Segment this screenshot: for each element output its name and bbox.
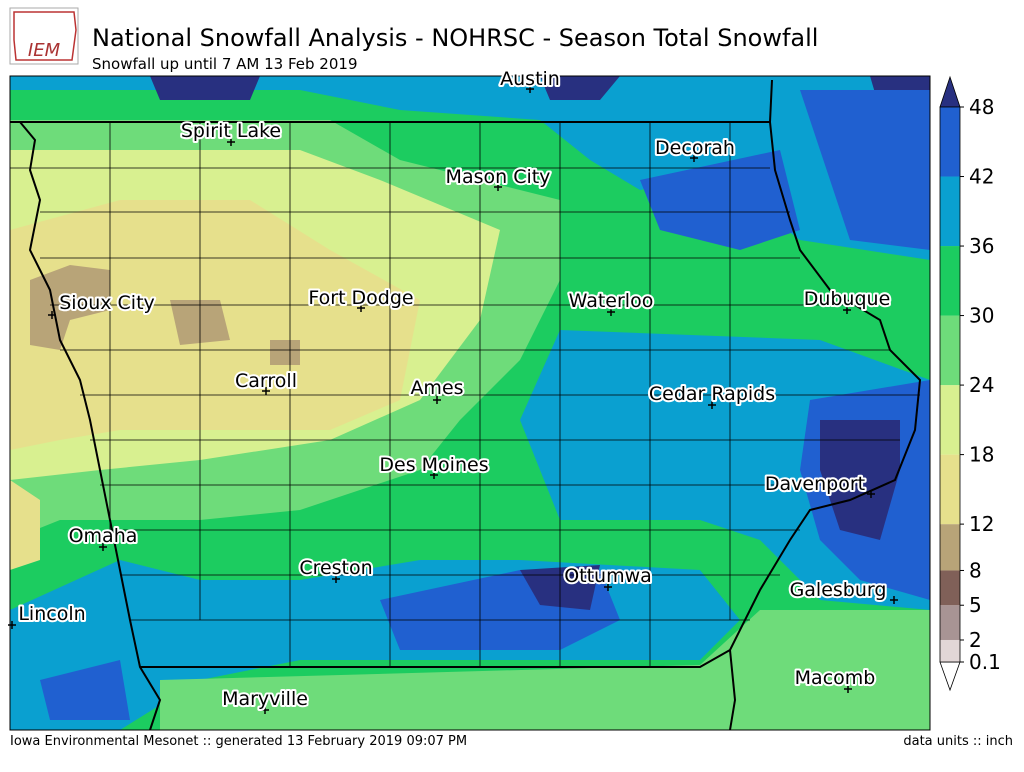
colorbar-bin — [940, 639, 960, 662]
city-marker — [844, 685, 852, 693]
field — [40, 570, 620, 720]
colorbar-bin — [940, 454, 960, 525]
state-border — [140, 649, 731, 668]
title: National Snowfall Analysis - NOHRSC - Se… — [92, 24, 818, 52]
footer-right: data units :: inch — [903, 734, 1013, 749]
colorbar-bin — [940, 176, 960, 247]
colorbar-tick-label: 5 — [969, 593, 982, 617]
city-marker — [262, 387, 270, 395]
city-label: Waterloo — [569, 290, 654, 312]
city-marker — [48, 311, 56, 319]
city-label: Austin — [500, 68, 560, 90]
snow-field — [10, 76, 930, 730]
city-marker — [261, 706, 269, 714]
borders — [10, 79, 922, 731]
city-marker — [604, 583, 612, 591]
city-label: Maryville — [222, 688, 308, 710]
city-marker — [357, 304, 365, 312]
colorbar-tick-label: 30 — [969, 304, 994, 328]
city-label: Sioux City — [59, 292, 155, 314]
colorbar-tick-label: 36 — [969, 234, 994, 258]
colorbar-tick-label: 0.1 — [969, 650, 1001, 674]
city-label: Ames — [410, 377, 463, 399]
colorbar-over — [939, 75, 961, 108]
logo-outline — [13, 11, 77, 61]
colorbar-frame — [939, 106, 961, 663]
colorbar-under — [939, 661, 961, 692]
colorbar-tick-label: 2 — [969, 628, 982, 652]
colorbar-tick-label: 12 — [969, 512, 994, 536]
subtitle: Snowfall up until 7 AM 13 Feb 2019 — [92, 55, 357, 73]
city-marker — [433, 396, 441, 404]
city-label: Davenport — [765, 473, 865, 495]
city-marker — [99, 543, 107, 551]
field — [10, 480, 40, 570]
colorbar-bin — [940, 107, 960, 177]
city-marker — [890, 596, 898, 604]
city-label: Decorah — [655, 137, 735, 159]
field — [160, 610, 930, 730]
city-marker — [843, 306, 851, 314]
city-marker — [708, 401, 716, 409]
colorbar-bin — [940, 246, 960, 316]
city-label: Galesburg — [790, 579, 887, 601]
city-marker — [430, 471, 438, 479]
logo-frame — [9, 7, 79, 65]
colorbar-bin — [940, 570, 960, 606]
city-marker — [8, 621, 16, 629]
state-border — [19, 121, 162, 731]
field — [150, 76, 930, 110]
city-marker — [494, 183, 502, 191]
colorbar-tick-label: 48 — [969, 95, 994, 119]
city-marker — [867, 490, 875, 498]
footer-left: Iowa Environmental Mesonet :: generated … — [10, 734, 467, 749]
colorbar-tick-label: 24 — [969, 373, 994, 397]
colorbar: 0.12 5 8 12 18 24 30 36 42 48 — [939, 75, 1001, 692]
city-label: Spirit Lake — [181, 120, 281, 142]
colorbar-bin — [940, 605, 960, 640]
logo-text: IEM — [28, 40, 61, 61]
map-frame — [9, 75, 931, 731]
colorbar-tick-label: 18 — [969, 443, 994, 467]
colorbar-tick-label: 42 — [969, 165, 994, 189]
city-label: Mason City — [446, 166, 551, 188]
colorbar-bin — [940, 524, 960, 571]
county-lines — [10, 122, 920, 667]
city-label: Lincoln — [18, 603, 85, 625]
city-label: Macomb — [795, 667, 876, 689]
colorbar-bin — [940, 315, 960, 386]
city-marker — [690, 154, 698, 162]
city-label: Dubuque — [804, 288, 891, 310]
city-label: Creston — [299, 557, 372, 579]
field — [640, 90, 930, 250]
city-label: Des Moines — [379, 454, 488, 476]
city-marker — [526, 85, 534, 93]
field — [30, 265, 300, 365]
cities: Austin Spirit Lake Mason City Decorah Sioux … — [8, 66, 898, 714]
city-marker — [607, 308, 615, 316]
city-label: Carroll — [235, 370, 297, 392]
city-label: Omaha — [69, 525, 138, 547]
city-marker — [227, 138, 235, 146]
colorbar-bin — [940, 385, 960, 455]
logo: IEM — [9, 7, 79, 65]
colorbar-tick-label: 8 — [969, 558, 982, 582]
city-label: Ottumwa — [564, 565, 652, 587]
city-label: Cedar Rapids — [649, 383, 775, 405]
state-border — [728, 121, 922, 731]
field — [820, 420, 900, 540]
city-marker — [332, 575, 340, 583]
map: Austin Spirit Lake Mason City Decorah Sioux … — [8, 66, 931, 731]
city-label: Fort Dodge — [308, 287, 413, 309]
